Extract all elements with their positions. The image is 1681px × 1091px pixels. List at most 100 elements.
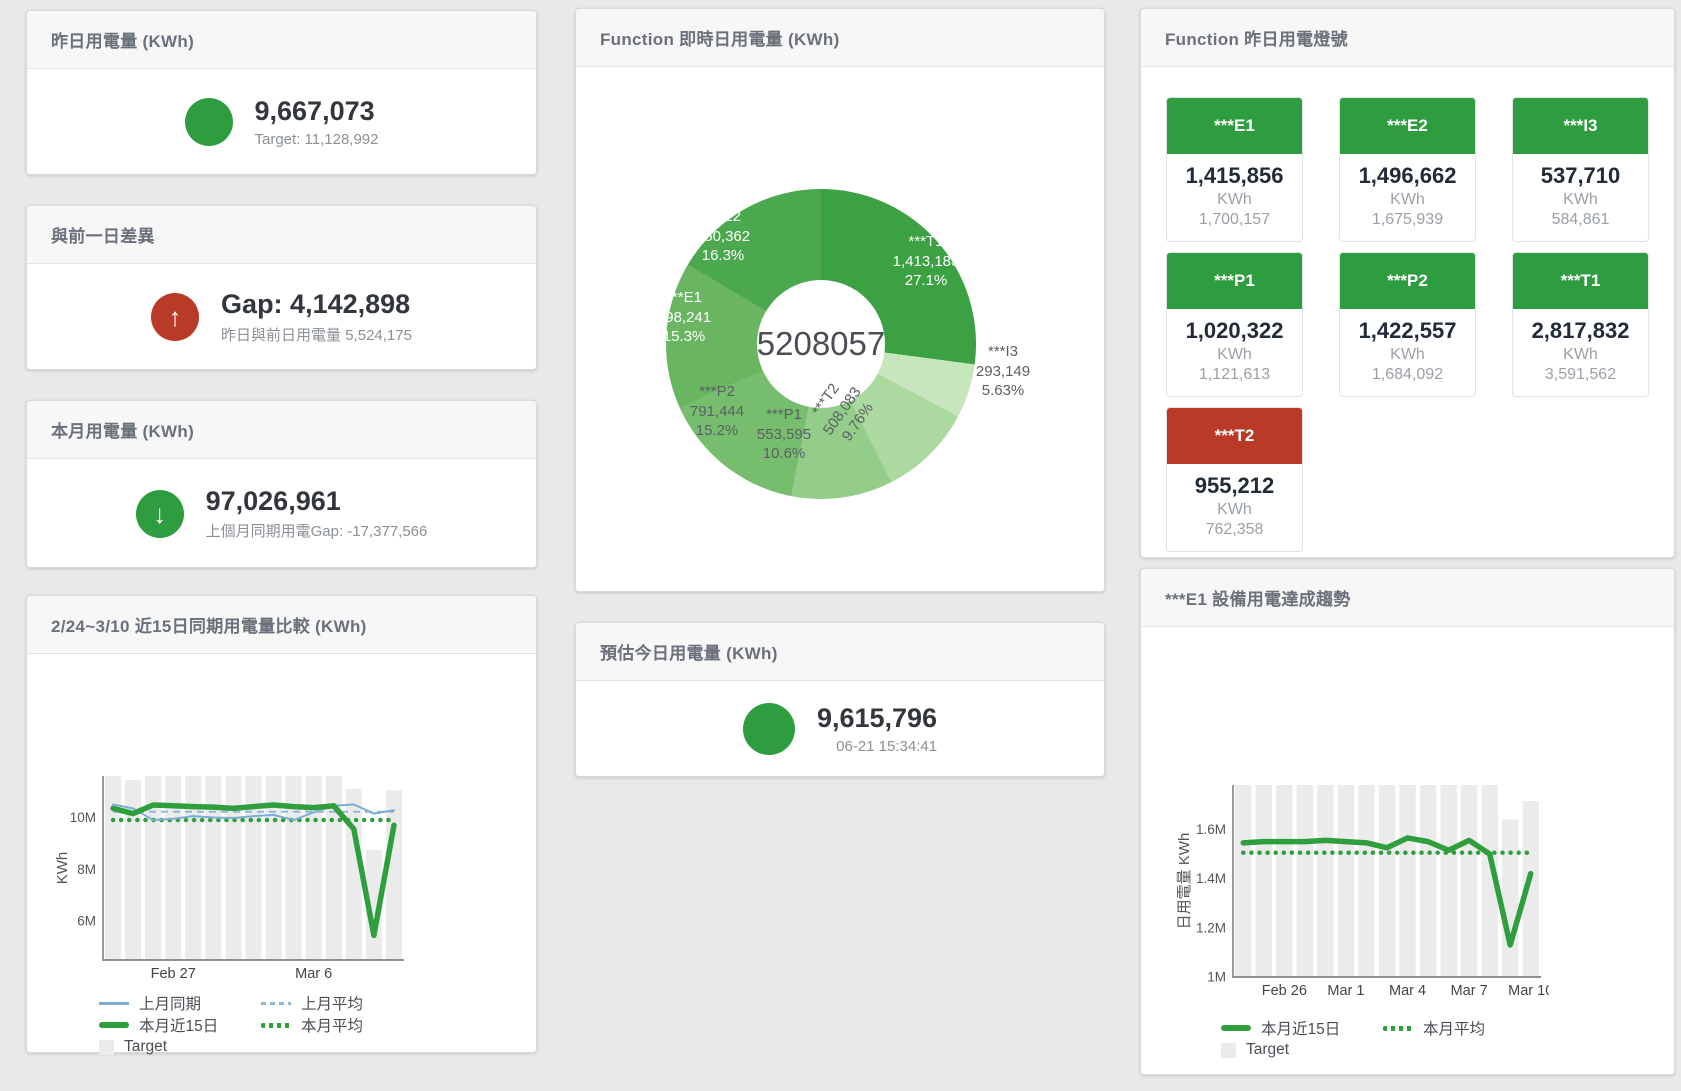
tile-p1-value: 1,020,322 bbox=[1185, 318, 1284, 343]
tile-t1-value: 2,817,832 bbox=[1531, 318, 1630, 343]
panel-today-estimate: 預估今日用電量 (KWh) 9,615,796 06-21 15:34:41 bbox=[575, 622, 1105, 777]
svg-text:1.6M: 1.6M bbox=[1196, 822, 1226, 837]
tile-e1-target: 1,700,157 bbox=[1198, 211, 1271, 228]
panel-compare-15days-header: 2/24~3/10 近15日同期用電量比較 (KWh) bbox=[27, 596, 536, 654]
tile-e2: ***E2 1,496,662 KWh 1,675,939 bbox=[1339, 97, 1476, 242]
tile-e1-value: 1,415,856 bbox=[1185, 163, 1284, 188]
tile-e1-unit: KWh bbox=[1217, 191, 1252, 208]
tile-e1: ***E1 1,415,856 KWh 1,700,157 bbox=[1166, 97, 1303, 242]
month-usage-gap: 上個月同期用電Gap: -17,377,566 bbox=[205, 523, 428, 541]
panel-title: 本月用電量 (KWh) bbox=[51, 422, 195, 441]
today-estimate-value: 9,615,796 bbox=[816, 703, 938, 734]
donut-label-p2: ***P2 791,444 15.2% bbox=[689, 382, 745, 439]
svg-text:8M: 8M bbox=[77, 862, 96, 877]
panel-today-estimate-header: 預估今日用電量 (KWh) bbox=[576, 623, 1104, 681]
lights-grid: ***E1 1,415,856 KWh 1,700,157 ***E2 1,49… bbox=[1141, 67, 1674, 552]
donut-center-total: 5208057 bbox=[756, 325, 886, 362]
gap-sub: 昨日與前日用電量 5,524,175 bbox=[221, 326, 412, 344]
legend-item-last-month-avg[interactable]: 上月平均 bbox=[261, 992, 423, 1014]
compare-chart: 6M 8M 10M Feb 27 Mar 6 KWh bbox=[54, 776, 404, 982]
tile-p1-header: ***P1 bbox=[1167, 253, 1302, 309]
status-circle-icon bbox=[742, 703, 795, 755]
blue-dash-swatch-icon bbox=[261, 1001, 291, 1005]
legend-item-target[interactable]: Target bbox=[99, 1038, 261, 1056]
tile-t2: ***T2 955,212 KWh 762,358 bbox=[1166, 407, 1303, 552]
tile-t1: ***T1 2,817,832 KWh 3,591,562 bbox=[1512, 252, 1649, 397]
panel-title: 2/24~3/10 近15日同期用電量比較 (KWh) bbox=[51, 617, 367, 636]
svg-text:1M: 1M bbox=[1207, 970, 1226, 985]
tile-p2: ***P2 1,422,557 KWh 1,684,092 bbox=[1339, 252, 1476, 397]
tile-p1-unit: KWh bbox=[1217, 346, 1252, 363]
panel-gap-prev-day-header: 與前一日差異 bbox=[27, 206, 536, 264]
svg-text:Mar 4: Mar 4 bbox=[1389, 983, 1426, 999]
yesterday-usage-target: Target: 11,128,992 bbox=[254, 130, 379, 148]
panel-realtime-donut-header: Function 即時日用電量 (KWh) bbox=[576, 9, 1104, 67]
month-usage-value: 97,026,961 bbox=[205, 485, 341, 516]
tile-p2-value: 1,422,557 bbox=[1358, 318, 1457, 343]
target-bar-swatch-icon bbox=[1221, 1042, 1236, 1058]
tile-t1-target: 3,591,562 bbox=[1544, 366, 1617, 383]
tile-t2-target: 762,358 bbox=[1205, 521, 1264, 538]
donut-label-e1: ***E1 798,241 15.3% bbox=[656, 288, 712, 345]
tile-e1-header: ***E1 bbox=[1167, 98, 1302, 154]
panel-e1-trend: ***E1 設備用電達成趨勢 1M 1.2M 1.4M 1.6M Feb 26 Mar 1… bbox=[1140, 568, 1675, 1075]
tile-i3-value: 537,710 bbox=[1540, 163, 1621, 188]
legend-item-this-month-15d[interactable]: 本月近15日 bbox=[1221, 1017, 1383, 1039]
tile-t1-unit: KWh bbox=[1563, 346, 1598, 363]
tile-t2-value: 955,212 bbox=[1194, 473, 1275, 498]
legend-item-this-month-avg[interactable]: 本月平均 bbox=[1383, 1017, 1545, 1039]
donut-label-t1: ***T1 1,413,183 27.1% bbox=[892, 232, 960, 289]
e1-trend-chart: 1M 1.2M 1.4M 1.6M Feb 26 Mar 1 Mar 4 Mar 7 Mar 1… bbox=[1176, 785, 1549, 999]
green-line-swatch-icon bbox=[99, 1022, 129, 1028]
green-dot-swatch-icon bbox=[261, 1022, 291, 1028]
svg-text:1.2M: 1.2M bbox=[1196, 920, 1226, 935]
panel-yesterday-usage-header: 昨日用電量 (KWh) bbox=[27, 11, 536, 69]
status-circle-icon bbox=[184, 98, 233, 146]
tile-i3: ***I3 537,710 KWh 584,861 bbox=[1512, 97, 1649, 242]
svg-text:Mar 6: Mar 6 bbox=[295, 966, 332, 982]
donut-label-e2: ***E2 850,362 16.3% bbox=[695, 207, 751, 264]
panel-title: 與前一日差異 bbox=[51, 227, 155, 246]
panel-title: 預估今日用電量 (KWh) bbox=[600, 644, 778, 663]
panel-title: 昨日用電量 (KWh) bbox=[51, 32, 195, 51]
tile-p1: ***P1 1,020,322 KWh 1,121,613 bbox=[1166, 252, 1303, 397]
svg-text:Feb 27: Feb 27 bbox=[151, 966, 196, 982]
donut-chart: 5208057 ***T1 1,413,183 27.1% ***I3 293,149… bbox=[657, 189, 1030, 499]
down-arrow-icon: ↓ bbox=[135, 489, 184, 538]
panel-yesterday-usage: 昨日用電量 (KWh) 9,667,073 Target: 11,128,992 bbox=[26, 10, 537, 175]
panel-gap-prev-day: 與前一日差異 ↑ Gap: 4,142,898 昨日與前日用電量 5,524,1… bbox=[26, 205, 537, 370]
blue-line-swatch-icon bbox=[99, 1001, 129, 1005]
svg-text:Mar 1: Mar 1 bbox=[1327, 983, 1364, 999]
tile-i3-unit: KWh bbox=[1563, 191, 1598, 208]
today-estimate-time: 06-21 15:34:41 bbox=[836, 737, 938, 755]
yesterday-usage-value: 9,667,073 bbox=[254, 96, 375, 127]
svg-text:Feb 26: Feb 26 bbox=[1262, 983, 1307, 999]
tile-t2-header: ***T2 bbox=[1167, 408, 1302, 464]
green-dot-swatch-icon bbox=[1383, 1025, 1413, 1031]
tile-e2-header: ***E2 bbox=[1340, 98, 1475, 154]
panel-title: ***E1 設備用電達成趨勢 bbox=[1165, 590, 1351, 609]
panel-compare-15days: 2/24~3/10 近15日同期用電量比較 (KWh) 6M 8M 10M Feb 2… bbox=[26, 595, 537, 1056]
svg-text:Mar 7: Mar 7 bbox=[1451, 983, 1488, 999]
legend-item-this-month-15d[interactable]: 本月近15日 bbox=[99, 1014, 261, 1036]
tile-p2-target: 1,684,092 bbox=[1371, 366, 1444, 383]
tile-p2-unit: KWh bbox=[1390, 346, 1425, 363]
legend-item-target[interactable]: Target bbox=[1221, 1041, 1383, 1059]
svg-text:Mar 10: Mar 10 bbox=[1508, 983, 1549, 999]
panel-e1-trend-header: ***E1 設備用電達成趨勢 bbox=[1141, 569, 1674, 627]
panel-realtime-donut: Function 即時日用電量 (KWh) 5208057 ***T1 1,413… bbox=[575, 8, 1105, 592]
up-arrow-icon: ↑ bbox=[151, 293, 200, 341]
tile-e2-value: 1,496,662 bbox=[1358, 163, 1457, 188]
tile-e2-target: 1,675,939 bbox=[1371, 211, 1444, 228]
tile-e2-unit: KWh bbox=[1390, 191, 1425, 208]
donut-hole bbox=[757, 280, 885, 408]
tile-t2-unit: KWh bbox=[1217, 501, 1252, 518]
svg-text:1.4M: 1.4M bbox=[1196, 871, 1226, 886]
panel-month-usage-header: 本月用電量 (KWh) bbox=[27, 401, 536, 459]
gap-value: Gap: 4,142,898 bbox=[221, 289, 411, 320]
tile-i3-header: ***I3 bbox=[1513, 98, 1648, 154]
e1-trend-legend: 本月近15日 本月平均 Target bbox=[1221, 1017, 1545, 1061]
legend-item-last-month-same[interactable]: 上月同期 bbox=[99, 992, 261, 1014]
legend-item-this-month-avg[interactable]: 本月平均 bbox=[261, 1014, 423, 1036]
panel-month-usage: 本月用電量 (KWh) ↓ 97,026,961 上個月同期用電Gap: -17… bbox=[26, 400, 537, 568]
